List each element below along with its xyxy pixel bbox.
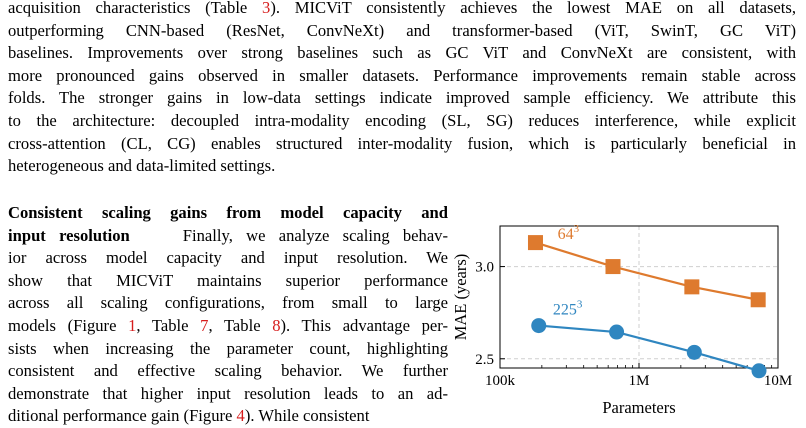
text-line: outperforming CNN-based (ResNet, ConvNeX… — [8, 20, 796, 40]
text-line: baselines. Improvements over strong base… — [8, 43, 796, 63]
text-span: ). MICViT consistently achieves the lowe… — [270, 0, 796, 17]
text-span: acquisition characteristics (Table — [8, 0, 263, 17]
table-ref-link[interactable]: 3 — [262, 0, 271, 17]
data-point — [531, 318, 547, 334]
y-tick-label: 3.0 — [475, 260, 494, 276]
series-label: 2253 — [553, 299, 583, 319]
data-point — [684, 279, 700, 295]
figure-ref-link[interactable]: 4 — [236, 406, 245, 426]
x-tick-label: 1M — [629, 373, 650, 389]
series-line — [535, 241, 759, 301]
text-line: folds. The stronger gains in low-data se… — [8, 88, 796, 108]
table-ref-link[interactable]: 8 — [272, 315, 281, 335]
text-line: sists when increasing the parameter coun… — [8, 338, 448, 358]
series-label-base: 225 — [553, 302, 577, 319]
data-point — [750, 292, 766, 308]
text-span: ditional performance gain (Figure — [8, 406, 237, 426]
data-point — [686, 344, 702, 360]
text-span: ). This advantage per- — [280, 315, 448, 335]
data-point — [751, 363, 767, 379]
series-label-exponent: 3 — [577, 299, 583, 311]
heading-text: Consistent scaling gains from model capa… — [8, 203, 448, 222]
x-axis-label: Parameters — [602, 398, 675, 417]
text-line: more pronounced gains observed in smalle… — [8, 65, 796, 85]
text-line: cross-attention (CL, CG) enables structu… — [8, 133, 796, 153]
text-line: show that MICViT maintains superior perf… — [8, 270, 448, 290]
text-line: across all scaling configurations, from … — [8, 293, 448, 313]
text-span: , Table — [208, 315, 273, 335]
text-span: , Table — [136, 315, 201, 335]
axis-ticks: 100k 1M 10M 2.5 3.0 — [475, 260, 792, 389]
series-label: 643 — [558, 223, 580, 243]
text-span: models (Figure — [8, 315, 129, 335]
x-tick-label: 100k — [485, 373, 516, 389]
figure-ref-link[interactable]: 1 — [128, 315, 137, 335]
text-line: ditional performance gain (Figure 4). Wh… — [8, 405, 448, 428]
data-point — [527, 235, 543, 251]
text-line: heterogeneous and data-limited settings. — [8, 156, 276, 176]
paragraph-scaling: Consistent scaling gains from model capa… — [8, 202, 448, 428]
series-label-exponent: 3 — [574, 223, 580, 235]
data-point — [609, 324, 625, 340]
table-ref-link[interactable]: 7 — [200, 315, 209, 335]
data-point — [605, 259, 621, 275]
text-line: input resolution Finally, we analyze sca… — [8, 225, 448, 248]
text-line: acquisition characteristics (Table 3). M… — [8, 0, 796, 20]
series-line — [538, 324, 760, 372]
text-line: to the architecture: decoupled intra-mod… — [8, 110, 796, 130]
y-tick-label: 2.5 — [475, 352, 494, 368]
text-line: models (Figure 1, Table 7, Table 8). Thi… — [8, 315, 448, 338]
paragraph-results: acquisition characteristics (Table 3). M… — [8, 0, 796, 178]
text-line: demonstrate that higher input resolution… — [8, 383, 448, 403]
text-span: ). While consistent — [244, 406, 370, 426]
text-line: consistent and effective scaling behavio… — [8, 361, 448, 381]
series-label-base: 64 — [558, 226, 574, 243]
text-span: Finally, we analyze scaling behav- — [182, 225, 449, 245]
text-line: ior across model capacity and input reso… — [8, 248, 448, 268]
heading-text: input resolution — [8, 225, 130, 245]
section-heading: Consistent scaling gains from model capa… — [8, 202, 448, 225]
x-tick-label: 10M — [764, 373, 792, 389]
chart-grid — [500, 226, 778, 368]
y-axis-label: MAE (years) — [452, 254, 470, 341]
